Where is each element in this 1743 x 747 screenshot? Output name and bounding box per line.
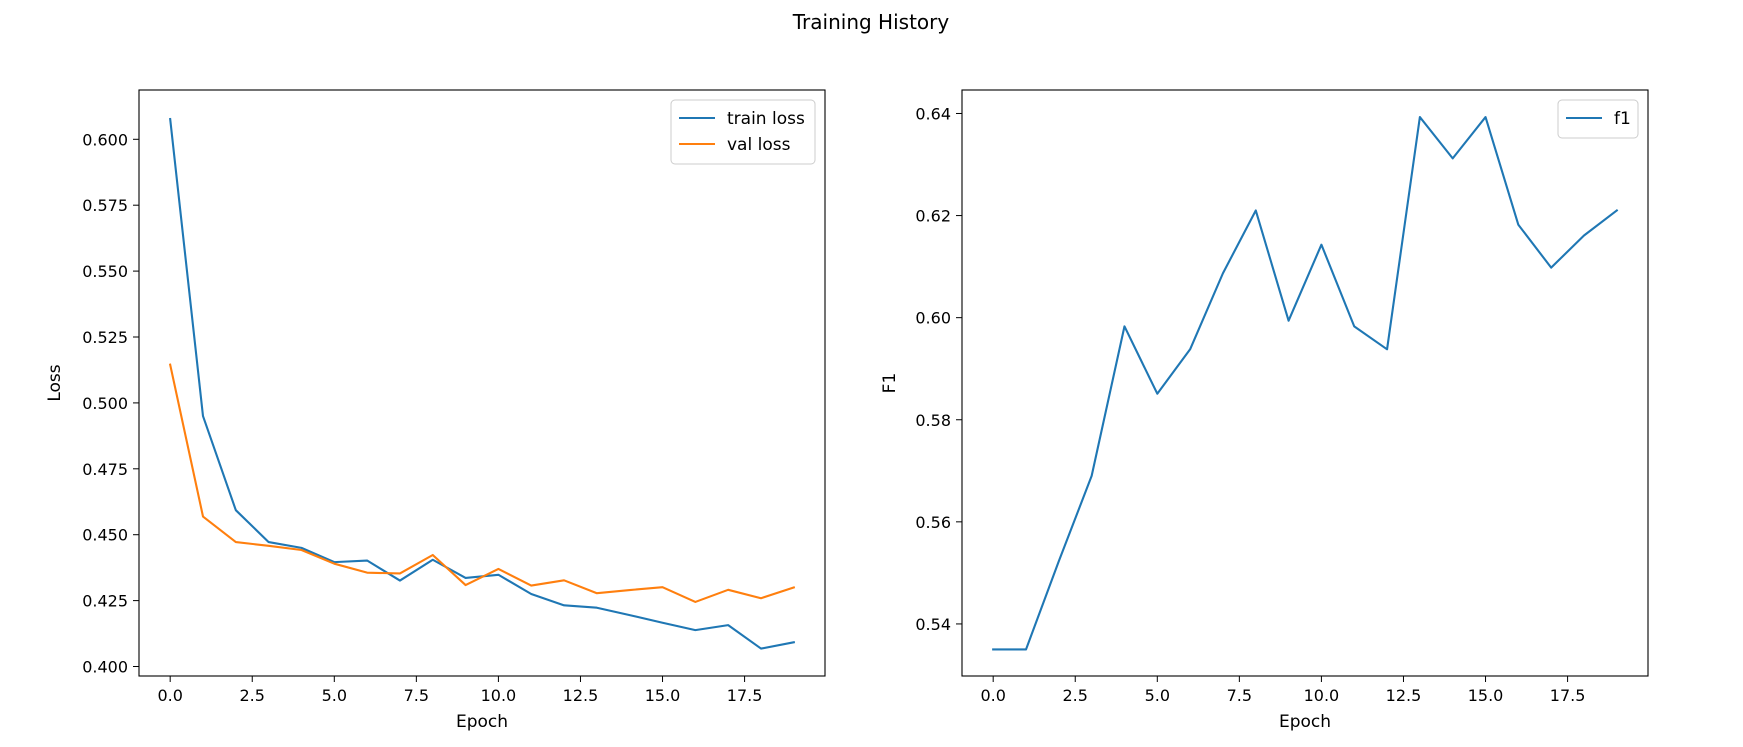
loss-y-tick-label: 0.400: [82, 658, 128, 677]
f1-y-tick-label: 0.60: [915, 309, 951, 328]
loss-y-axis-label: Loss: [45, 364, 65, 401]
f1-chart: 0.0 2.5 5.0 7.5 10.0 12.5 15.0 17.5 0.54 0.56 0.58…: [880, 89, 1649, 732]
loss-x-tick-label: 0.0: [157, 686, 182, 705]
loss-x-tick-label: 7.5: [404, 686, 429, 705]
f1-x-tick-label: 2.5: [1063, 686, 1088, 705]
f1-y-tick-label: 0.64: [915, 104, 951, 123]
f1-plot-frame: [961, 89, 1649, 677]
loss-y-tick-label: 0.575: [82, 196, 128, 215]
f1-y-tick-label: 0.62: [915, 207, 951, 226]
f1-y-tick-label: 0.54: [915, 615, 951, 634]
loss-series-val-loss-line: [168, 363, 796, 603]
loss-x-axis-label: Epoch: [456, 712, 508, 732]
f1-x-tick-label: 17.5: [1550, 686, 1586, 705]
loss-y-tick-label: 0.525: [82, 328, 128, 347]
f1-legend-label: f1: [1614, 109, 1631, 129]
loss-legend-label: train loss: [727, 109, 805, 129]
f1-x-tick-label: 5.0: [1145, 686, 1170, 705]
figure-title: Training History: [792, 10, 950, 34]
f1-x-tick-label: 15.0: [1468, 686, 1504, 705]
f1-y-tick-label: 0.56: [915, 513, 951, 532]
loss-y-tick-label: 0.425: [82, 592, 128, 611]
loss-plot-frame: [138, 89, 826, 677]
loss-x-tick-label: 15.0: [645, 686, 681, 705]
loss-chart: 0.0 2.5 5.0 7.5 10.0 12.5 15.0 17.5 0.400 0.425 0.…: [45, 89, 826, 732]
loss-y-tick-label: 0.550: [82, 262, 128, 281]
f1-y-tick-label: 0.58: [915, 411, 951, 430]
f1-x-tick-label: 10.0: [1304, 686, 1340, 705]
loss-legend-label: val loss: [727, 135, 791, 155]
loss-y-tick-label: 0.500: [82, 394, 128, 413]
loss-x-tick-label: 2.5: [240, 686, 265, 705]
f1-x-axis-label: Epoch: [1279, 712, 1331, 732]
loss-x-tick-label: 10.0: [481, 686, 517, 705]
loss-x-tick-label: 17.5: [727, 686, 763, 705]
loss-y-tick-label: 0.600: [82, 130, 128, 149]
f1-y-axis-label: F1: [880, 373, 900, 394]
f1-x-tick-label: 7.5: [1227, 686, 1252, 705]
f1-x-tick-label: 0.0: [980, 686, 1005, 705]
loss-legend: [670, 99, 816, 165]
f1-series-f1-line: [992, 116, 1619, 651]
loss-y-tick-label: 0.450: [82, 526, 128, 545]
f1-x-tick-label: 12.5: [1386, 686, 1422, 705]
loss-x-tick-label: 5.0: [322, 686, 347, 705]
loss-series-train-loss-line: [169, 117, 796, 650]
loss-y-tick-label: 0.475: [82, 460, 128, 479]
loss-x-tick-label: 12.5: [563, 686, 599, 705]
